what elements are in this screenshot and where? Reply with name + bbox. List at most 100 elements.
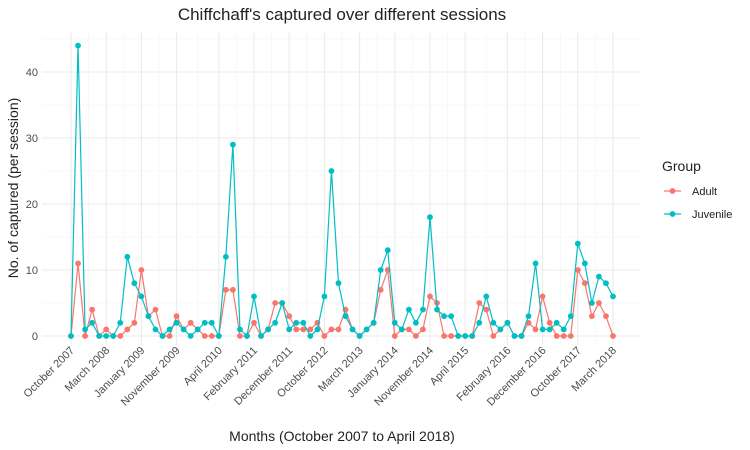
data-point	[553, 319, 560, 326]
data-point	[208, 333, 215, 339]
data-point	[335, 326, 342, 333]
data-point	[405, 326, 412, 333]
x-axis-title: Months (October 2007 to April 2018)	[229, 428, 455, 444]
data-point	[89, 319, 96, 326]
data-point	[391, 319, 398, 326]
data-point	[251, 293, 257, 300]
data-point	[567, 333, 574, 339]
data-point	[201, 333, 208, 339]
data-point	[293, 319, 300, 326]
data-point	[413, 319, 419, 326]
grid	[42, 32, 640, 345]
data-point	[166, 333, 173, 339]
chart-title: Chiffchaff's captured over different ses…	[178, 5, 506, 24]
data-point	[321, 333, 328, 339]
data-point	[567, 313, 574, 320]
data-point	[370, 319, 377, 326]
data-point	[588, 313, 595, 320]
y-axis-ticks: 0 10 20 30 40	[26, 67, 38, 343]
data-point	[476, 319, 483, 326]
data-point	[377, 286, 384, 293]
data-point	[560, 333, 567, 339]
data-point	[525, 313, 532, 320]
x-tick-label: April 2015	[428, 345, 472, 389]
data-point	[553, 333, 560, 339]
legend-item-adult: Adult	[664, 186, 717, 198]
data-point	[103, 333, 110, 339]
y-axis-title: No. of captured (per session)	[5, 98, 21, 279]
legend-item-juvenile: Juvenile	[664, 209, 732, 221]
data-point	[560, 326, 567, 333]
data-point	[187, 333, 194, 339]
data-point	[448, 333, 455, 339]
data-point	[328, 168, 335, 174]
y-tick-label: 30	[26, 133, 38, 145]
data-point	[201, 319, 208, 326]
data-point	[441, 313, 447, 320]
data-point	[434, 306, 440, 313]
data-point	[152, 306, 159, 313]
data-point	[159, 333, 166, 339]
data-point	[279, 300, 286, 306]
data-point	[546, 319, 553, 326]
data-point	[483, 306, 490, 313]
data-point	[462, 333, 469, 339]
data-point	[215, 333, 222, 339]
data-point	[103, 326, 110, 333]
data-point	[610, 333, 616, 339]
data-point	[75, 42, 81, 49]
data-point	[413, 333, 419, 339]
data-point	[173, 319, 180, 326]
data-point	[307, 326, 314, 333]
data-point	[265, 326, 271, 333]
data-point	[574, 240, 581, 247]
data-point	[300, 319, 307, 326]
data-point	[173, 313, 180, 320]
data-point	[427, 293, 433, 300]
y-tick-label: 0	[32, 331, 38, 343]
data-point	[581, 260, 588, 267]
data-point	[546, 326, 553, 333]
data-point	[483, 293, 490, 300]
data-point	[258, 333, 264, 339]
data-point	[497, 326, 504, 333]
data-point	[328, 326, 335, 333]
data-point	[251, 319, 257, 326]
data-point	[391, 333, 398, 339]
data-point	[427, 214, 433, 221]
data-point	[532, 326, 539, 333]
data-point	[110, 333, 117, 339]
y-tick-label: 20	[26, 199, 38, 211]
data-point	[229, 286, 236, 293]
data-point	[286, 313, 293, 320]
data-point	[384, 247, 391, 254]
y-tick-label: 40	[26, 67, 38, 79]
y-tick-label: 10	[26, 265, 38, 277]
data-point	[138, 267, 145, 273]
data-point	[180, 326, 187, 333]
data-point	[194, 326, 201, 333]
data-point	[166, 326, 173, 333]
data-point	[504, 319, 511, 326]
data-point	[117, 333, 124, 339]
data-point	[82, 326, 88, 333]
data-point	[420, 326, 426, 333]
data-point	[300, 326, 307, 333]
data-point	[335, 280, 342, 287]
data-point	[229, 141, 236, 148]
data-point	[356, 333, 363, 339]
data-point	[539, 293, 546, 300]
data-point	[117, 319, 124, 326]
data-point	[272, 319, 279, 326]
data-point	[588, 300, 595, 306]
data-point	[596, 300, 602, 306]
data-point	[420, 306, 426, 313]
data-point	[96, 333, 103, 339]
data-point	[490, 333, 497, 339]
data-point	[455, 333, 462, 339]
data-point	[511, 333, 518, 339]
data-point	[293, 326, 300, 333]
data-point	[272, 300, 279, 306]
